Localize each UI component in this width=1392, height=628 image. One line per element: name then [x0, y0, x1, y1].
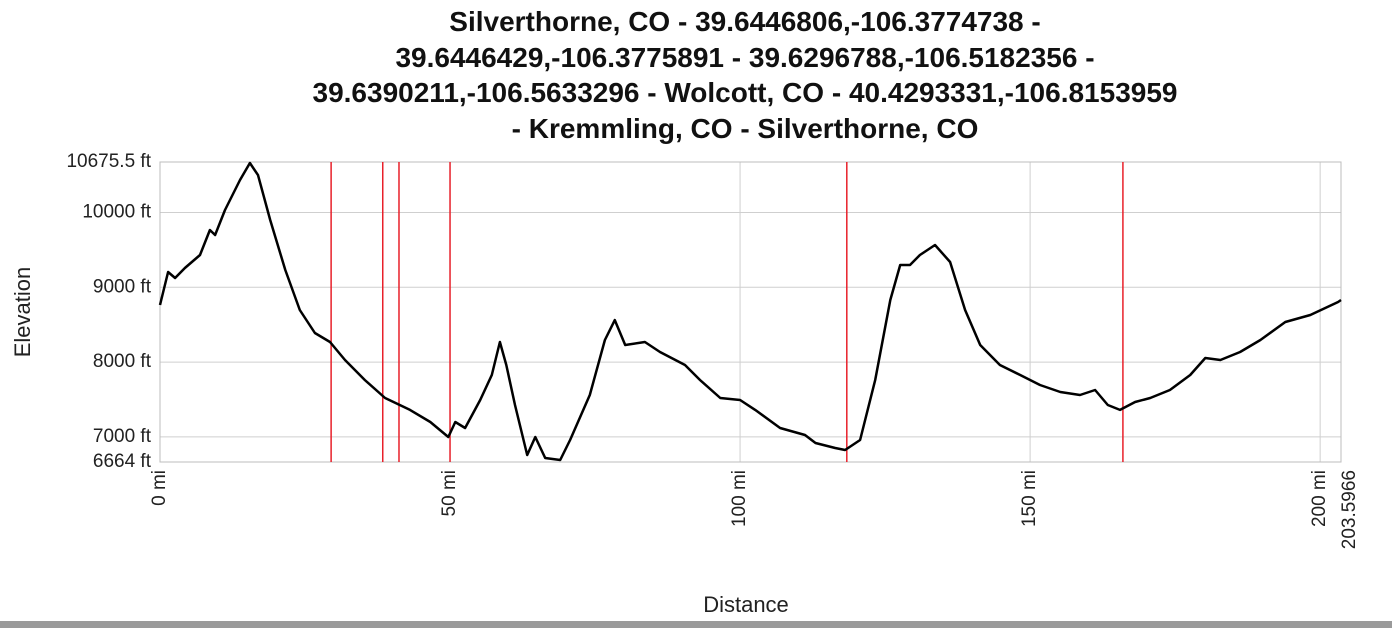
y-tick-label: 10000 ft [82, 202, 151, 223]
x-tick-label: 203.5966 [1339, 470, 1360, 549]
x-tick-label: 0 mi [149, 470, 170, 506]
bottom-bar [0, 621, 1392, 628]
y-tick-label: 9000 ft [93, 276, 152, 297]
y-tick-label: 8000 ft [93, 351, 152, 372]
y-tick-label: 7000 ft [93, 426, 152, 447]
y-tick-label: 6664 ft [93, 451, 152, 472]
x-axis-label: Distance [703, 592, 789, 617]
y-axis-label: Elevation [10, 267, 35, 358]
chart-title: Silverthorne, CO - 39.6446806,-106.37747… [312, 6, 1178, 144]
y-tick-label: 10675.5 ft [66, 151, 151, 172]
elevation-line [158, 161, 1342, 462]
x-tick-label: 100 mi [729, 470, 750, 527]
x-tick-label: 150 mi [1019, 470, 1040, 527]
x-tick-label: 200 mi [1309, 470, 1330, 527]
plot-frame [159, 161, 1342, 463]
x-tick-label: 50 mi [439, 470, 460, 516]
